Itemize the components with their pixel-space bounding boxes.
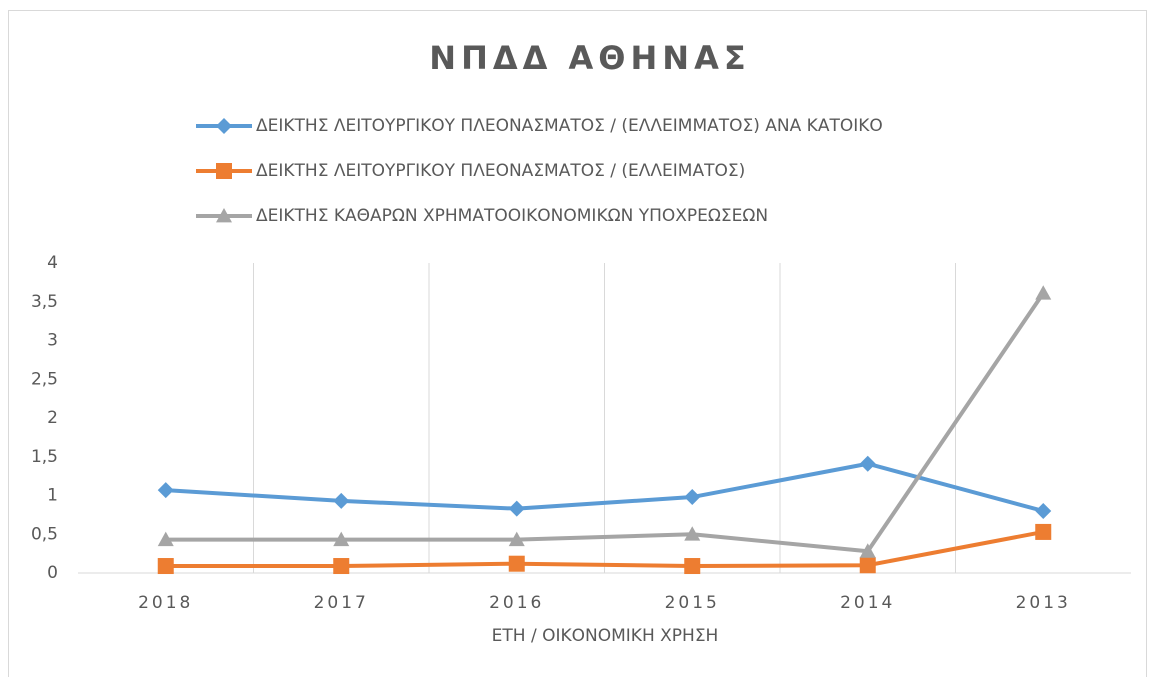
data-point [1035, 503, 1052, 519]
y-tick-label: 1 [47, 486, 58, 506]
y-tick-label: 2,5 [31, 369, 58, 389]
legend-marker [216, 163, 232, 179]
y-tick-label: 4 [47, 253, 58, 273]
data-point [157, 531, 174, 547]
x-tick-label: 2015 [665, 593, 720, 613]
x-axis-label: ΕΤΗ / ΟΙΚΟΝΟΜΙΚΗ ΧΡΗΣΗ [492, 626, 719, 646]
y-tick-label: 1,5 [31, 447, 58, 467]
y-tick-label: 0 [47, 563, 58, 583]
data-point [859, 455, 876, 472]
x-tick-label: 2016 [489, 593, 544, 613]
series-line [165, 292, 1045, 554]
data-point [1035, 285, 1052, 300]
data-point [508, 531, 525, 547]
y-tick-label: 2 [47, 408, 58, 428]
data-point [684, 489, 701, 506]
series-line [165, 529, 1044, 569]
x-tick-label: 2013 [1016, 593, 1071, 613]
legend-label: ΔΕΙΚΤΗΣ ΚΑΘΑΡΩΝ ΧΡΗΜΑΤΟΟΙΚΟΝΟΜΙΚΩΝ ΥΠΟΧΡ… [256, 206, 768, 226]
data-point [333, 558, 350, 575]
legend-label: ΔΕΙΚΤΗΣ ΛΕΙΤΟΥΡΓΙΚΟΥ ΠΛΕΟΝΑΣΜΑΤΟΣ / (ΕΛΛ… [256, 161, 745, 181]
legend-marker [216, 208, 232, 223]
series-line [165, 461, 1044, 513]
x-tick-label: 2018 [138, 593, 193, 613]
x-tick-label: 2017 [314, 593, 369, 613]
data-point [333, 531, 350, 547]
legend-marker [216, 118, 232, 134]
chart-border [8, 10, 1147, 677]
data-point [157, 558, 174, 575]
data-point [1035, 523, 1052, 540]
data-point [508, 500, 525, 517]
data-point [684, 526, 701, 541]
legend-label: ΔΕΙΚΤΗΣ ΛΕΙΤΟΥΡΓΙΚΟΥ ΠΛΕΟΝΑΣΜΑΤΟΣ / (ΕΛΛ… [256, 116, 883, 136]
y-tick-label: 0,5 [31, 524, 58, 544]
data-point [859, 557, 876, 574]
data-point [859, 543, 876, 558]
data-point [508, 555, 525, 572]
y-tick-label: 3,5 [31, 292, 58, 312]
data-point [684, 558, 701, 575]
chart-title: ΝΠΔΔ ΑΘΗΝΑΣ [429, 39, 750, 77]
x-tick-label: 2014 [840, 593, 895, 613]
data-point [157, 482, 174, 499]
data-point [333, 492, 350, 509]
y-tick-label: 3 [47, 331, 58, 351]
